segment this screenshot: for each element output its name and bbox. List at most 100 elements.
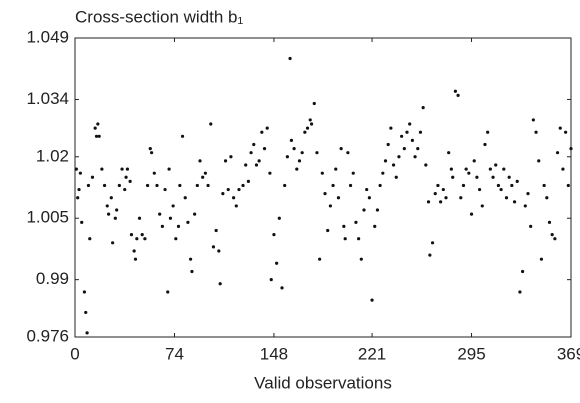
point: [109, 196, 113, 200]
point: [125, 167, 130, 171]
point: [288, 56, 292, 61]
point: [254, 163, 259, 167]
point: [488, 167, 492, 171]
point: [334, 167, 338, 171]
point: [82, 290, 87, 294]
point: [209, 122, 213, 126]
point: [148, 146, 152, 151]
point: [416, 146, 420, 151]
point: [373, 224, 377, 229]
point: [167, 167, 171, 171]
point: [280, 286, 284, 290]
y-tick-label: 0.99: [36, 269, 69, 288]
point: [93, 126, 97, 130]
point: [86, 183, 91, 188]
point: [555, 151, 560, 155]
point: [430, 241, 435, 245]
point: [283, 183, 287, 188]
point: [211, 245, 216, 249]
point: [120, 167, 124, 171]
point: [410, 138, 414, 142]
y-tick-label: 1.005: [26, 208, 69, 227]
point: [447, 151, 451, 155]
point: [295, 167, 299, 171]
point: [305, 126, 310, 130]
point: [166, 290, 170, 294]
point: [456, 93, 460, 97]
point: [152, 171, 156, 175]
point: [545, 196, 549, 200]
point: [100, 167, 104, 171]
point: [553, 237, 557, 241]
point: [277, 216, 281, 220]
point: [394, 175, 398, 179]
x-tick-label: 148: [260, 344, 288, 363]
point: [176, 224, 181, 229]
point: [428, 253, 432, 257]
point: [107, 212, 111, 216]
point: [469, 212, 474, 216]
point: [346, 151, 350, 155]
point: [234, 204, 238, 208]
point: [521, 269, 525, 274]
point: [467, 171, 471, 175]
point: [357, 237, 361, 241]
point: [265, 126, 269, 130]
point: [389, 126, 393, 130]
point: [244, 163, 248, 167]
y-tick-label: 1.049: [26, 27, 69, 46]
point: [155, 183, 159, 188]
point: [78, 171, 82, 175]
point: [504, 196, 509, 200]
point: [402, 146, 406, 151]
point: [315, 151, 319, 155]
point: [405, 130, 409, 134]
point: [564, 130, 568, 134]
point: [102, 183, 107, 188]
point: [507, 175, 511, 179]
point: [475, 175, 479, 179]
point: [303, 130, 307, 134]
point: [539, 257, 544, 261]
point: [534, 130, 538, 134]
point: [186, 220, 190, 224]
point: [441, 187, 445, 192]
point: [537, 159, 541, 163]
point: [80, 220, 84, 224]
point: [386, 142, 390, 147]
x-tick-label: 74: [165, 344, 184, 363]
point: [499, 187, 503, 192]
point: [188, 257, 193, 261]
point: [558, 126, 562, 130]
x-tick-label: 369: [557, 344, 580, 363]
point: [137, 216, 142, 220]
point: [510, 183, 514, 188]
point: [88, 237, 92, 241]
point: [486, 130, 490, 134]
point: [241, 183, 245, 188]
point: [433, 192, 437, 196]
point: [408, 122, 412, 126]
point: [94, 134, 99, 138]
point: [150, 151, 154, 155]
point: [526, 192, 530, 196]
point: [201, 175, 205, 179]
point: [218, 282, 222, 286]
point: [439, 200, 443, 204]
point: [502, 167, 506, 171]
point: [168, 216, 173, 220]
point: [97, 134, 101, 138]
point: [424, 163, 428, 167]
y-tick-label: 0.976: [26, 326, 69, 345]
point: [140, 233, 144, 237]
point: [472, 159, 476, 163]
point: [249, 151, 253, 155]
point: [397, 155, 401, 159]
point: [237, 187, 241, 192]
point: [117, 183, 121, 188]
point: [183, 196, 187, 200]
point: [523, 204, 527, 208]
point: [449, 167, 453, 171]
point: [561, 167, 565, 171]
